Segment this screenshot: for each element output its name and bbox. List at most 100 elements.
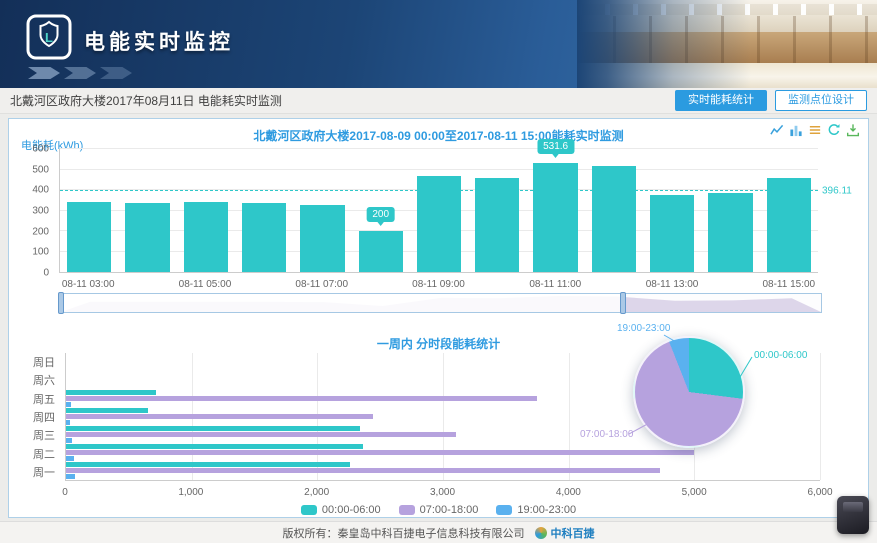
energy-bar [766,177,811,272]
app-logo-icon: L [26,14,72,65]
energy-bar [125,203,170,272]
header-photo [577,0,877,88]
legend-item[interactable]: 07:00-18:00 [398,504,479,516]
gridline [443,353,444,480]
weekly-chart-title: 一周内 分时段能耗统计 [376,337,501,351]
x-tick-label: 08-11 09:00 [412,279,465,290]
monitor-point-design-button[interactable]: 监测点位设计 [775,90,867,111]
pie-label-19-23: 19:00-23:00 [617,323,671,334]
breadcrumb-bar: 北戴河区政府大楼2017年08月11日 电能耗实时监测 实时能耗统计 监测点位设… [0,88,877,114]
energy-bar [183,202,228,272]
energy-bar-chart: 0 100 200 300 400 500 600 200 531.6 396.11 08-1… [19,139,854,291]
y-category-label: 周三 [33,430,55,443]
brand-name: 中科百捷 [550,527,595,540]
legend-swatch [300,505,317,515]
weekly-bar [66,432,456,438]
x-tick-label: 08-11 05:00 [178,279,232,290]
mark-point: 531.6 [537,139,575,155]
x-tick-label: 08-11 15:00 [762,279,816,290]
energy-bar-plot: 200 531.6 [59,139,818,273]
chart-toolbar [770,123,860,137]
legend-item[interactable]: 00:00-06:00 [300,504,381,516]
datazoom-handle-right[interactable] [620,292,627,314]
weekly-bar [66,420,70,425]
weekly-bar [66,444,363,450]
x-tick-label: 1,000 [178,487,204,498]
energy-bar [708,192,753,272]
realtime-energy-stats-button[interactable]: 实时能耗统计 [675,90,767,111]
energy-bar [591,165,637,272]
breadcrumb: 北戴河区政府大楼2017年08月11日 电能耗实时监测 [10,94,282,108]
energy-bar [66,202,112,272]
legend-label: 19:00-23:00 [517,504,577,516]
svg-text:L: L [45,30,53,45]
weekly-bar [66,414,373,419]
weekly-x-labels: 0 1,000 2,000 3,000 4,000 5,000 6,000 [62,483,832,499]
weekly-bar [66,395,538,401]
bar-chart-icon[interactable] [789,123,803,137]
x-tick-label: 08-11 07:00 [295,279,349,290]
x-tick-label: 08-11 11:00 [529,279,582,290]
energy-chart-title: 北戴河区政府大楼2017-08-09 00:00至2017-08-11 15:0… [253,129,624,143]
y-category-label: 周六 [33,375,55,388]
gridline [60,168,818,170]
weekly-bar [66,389,156,395]
datazoom-window[interactable] [61,294,624,312]
y-category-label: 周五 [33,393,55,406]
weekly-bar [66,408,148,413]
y-tick-label: 200 [32,226,49,238]
legend-item[interactable]: 19:00-23:00 [496,504,576,516]
y-category-label: 周日 [33,357,55,370]
weekly-bar [66,468,661,474]
average-label-column: 396.11 [820,149,854,273]
energy-bar [300,204,345,272]
legend-label: 00:00-06:00 [321,504,381,516]
floating-widget[interactable] [837,496,869,534]
y-tick-label: 100 [32,246,49,258]
gridline [568,353,570,480]
datazoom-handle-left[interactable] [58,292,64,314]
x-tick-label: 4,000 [555,487,581,498]
legend-label: 07:00-18:00 [419,504,479,516]
energy-bar [241,202,287,272]
pie-label-07-18: 07:00-18:00 [580,429,634,440]
energy-bar [533,163,578,272]
brand-logo-icon [534,526,547,539]
x-tick-label: 3,000 [429,487,456,498]
x-tick-label: 6,000 [807,487,833,498]
energy-bar [650,195,695,272]
refresh-icon[interactable] [827,123,841,137]
mark-point: 200 [366,207,396,223]
weekly-y-labels: 周日 周六 周五 周四 周三 周二 周一 [19,353,61,481]
weekly-bar [66,401,72,407]
weekly-bar-chart: 周日 周六 周五 周四 周三 周二 周一 0 1,000 2,000 3,000 4,000 5,00… [19,353,833,499]
x-tick-label: 08-11 03:00 [61,279,115,290]
main-panel: 北戴河区政府大楼2017-08-09 00:00至2017-08-11 15:0… [8,118,869,518]
y-tick-label: 400 [32,184,49,196]
x-tick-label: 5,000 [681,487,707,498]
arrow-icon [64,67,96,79]
energy-bar [475,178,520,272]
brand: 中科百捷 [534,525,595,541]
pie-graphic [633,336,745,448]
y-tick-label: 0 [43,267,49,279]
datazoom-slider[interactable] [58,292,822,314]
save-image-icon[interactable] [846,123,860,137]
weekly-bar [66,456,74,462]
footer: 版权所有：秦皇岛中科百捷电子信息科技有限公司 中科百捷 [0,521,877,543]
line-chart-icon[interactable] [770,123,784,137]
arrow-icon [100,67,132,79]
data-view-icon[interactable] [808,123,822,137]
weekly-bar [66,426,361,432]
chart-legend: 00:00-06:00 07:00-18:00 19:00-23:00 [9,504,868,516]
app-title: 电能实时监控 [84,31,234,54]
copyright-text: 版权所有：秦皇岛中科百捷电子信息科技有限公司 [282,527,525,540]
weekly-bar [66,474,75,480]
average-line-label: 396.11 [822,185,852,197]
y-category-label: 周二 [33,448,55,461]
legend-swatch [398,505,415,515]
decorative-arrows [28,66,136,84]
pie-label-00-06: 00:00-06:00 [754,350,808,361]
photo-fade-overlay [577,0,877,88]
bar-buttons: 实时能耗统计 监测点位设计 [675,90,867,111]
